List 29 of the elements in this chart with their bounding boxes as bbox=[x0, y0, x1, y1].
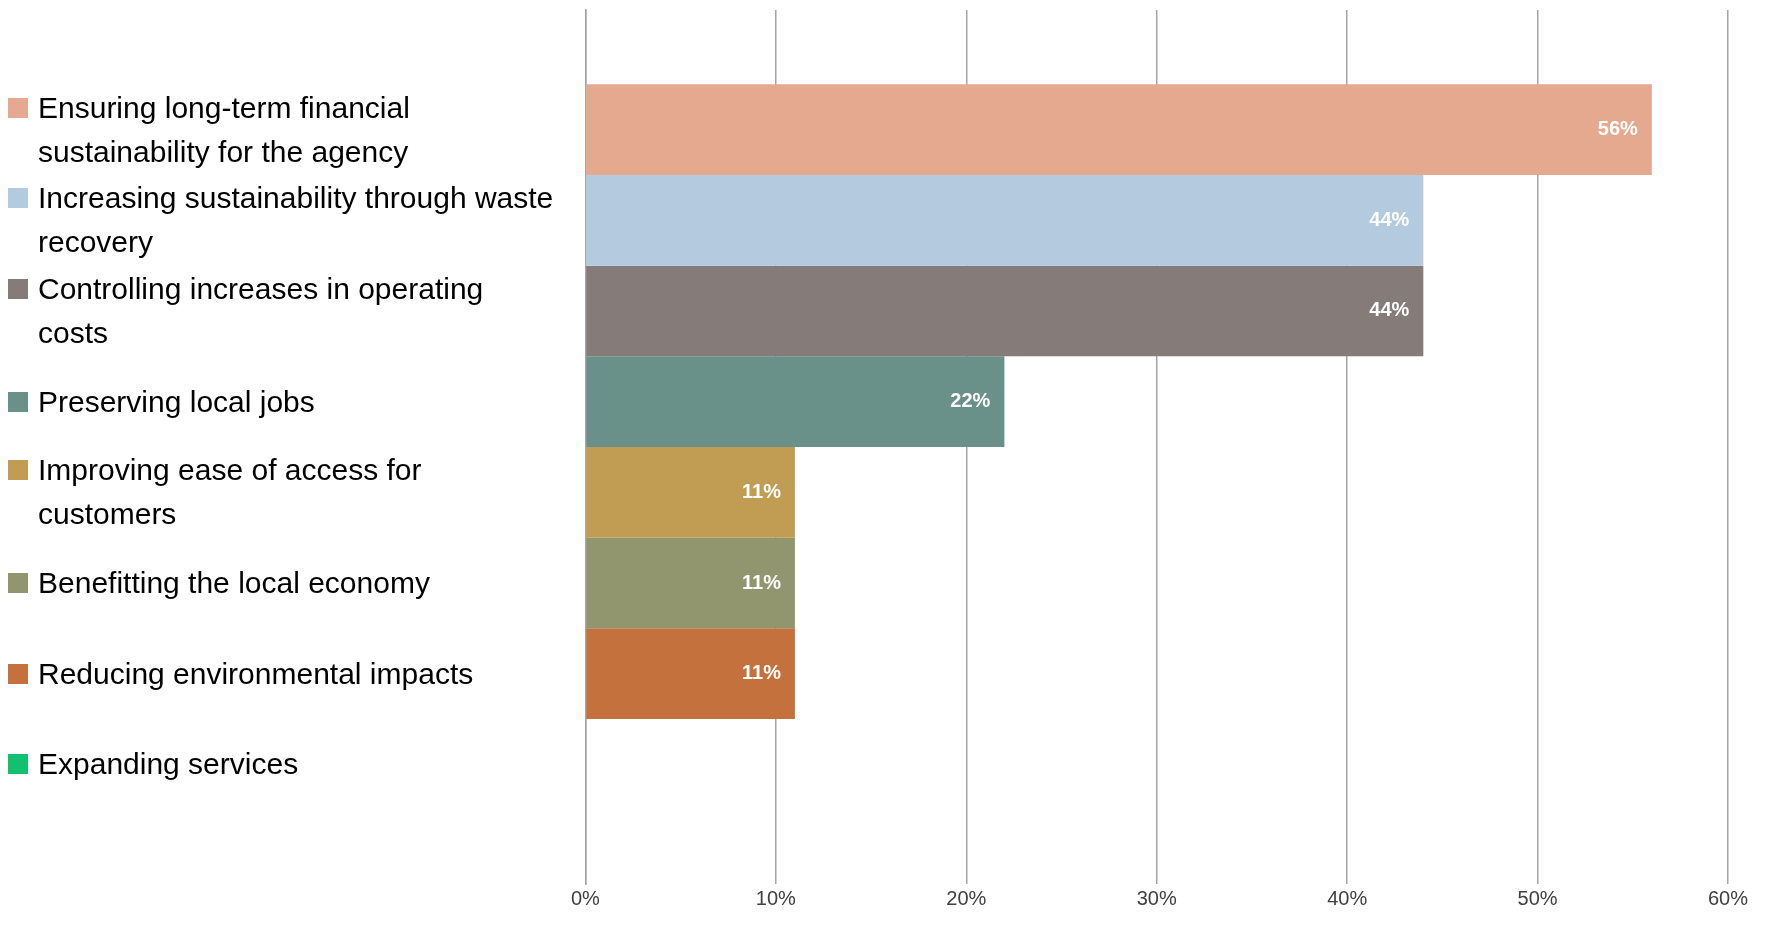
legend-label: Benefitting the local economy bbox=[38, 565, 430, 601]
legend-label: Preserving local jobs bbox=[38, 383, 315, 420]
legend-label: Controlling increases in operating costs bbox=[38, 270, 485, 351]
data-label: 22% bbox=[950, 389, 991, 412]
data-label: 44% bbox=[1369, 298, 1410, 321]
data-label: 44% bbox=[1369, 207, 1410, 230]
bar bbox=[586, 356, 1005, 447]
data-label: 11% bbox=[741, 570, 782, 593]
x-tick-label: 40% bbox=[1327, 886, 1368, 909]
x-tick-label: 30% bbox=[1136, 886, 1177, 909]
bar bbox=[586, 447, 795, 538]
x-tick-label: 10% bbox=[755, 886, 797, 909]
x-tick-label: 60% bbox=[1707, 886, 1749, 909]
legend-label: Expanding services bbox=[38, 746, 299, 783]
data-label: 56% bbox=[1597, 117, 1639, 140]
legend-label: Ensuring long-term financial sustainability for the agency bbox=[38, 89, 411, 170]
bar bbox=[586, 84, 1652, 175]
bar bbox=[586, 174, 1424, 266]
data-label: 11% bbox=[741, 479, 782, 502]
bar bbox=[586, 265, 1424, 357]
x-tick-label: 20% bbox=[946, 886, 987, 909]
x-tick-label: 0% bbox=[571, 886, 601, 909]
x-tick-label: 50% bbox=[1517, 886, 1558, 909]
data-label: 11% bbox=[741, 661, 782, 684]
legend-label: Reducing environmental impacts bbox=[38, 655, 474, 692]
legend-label: Improving ease of access for customers bbox=[38, 452, 423, 533]
bar bbox=[586, 628, 795, 720]
legend-label: Increasing sustainability through waste recovery bbox=[38, 180, 555, 261]
bar bbox=[586, 537, 795, 629]
